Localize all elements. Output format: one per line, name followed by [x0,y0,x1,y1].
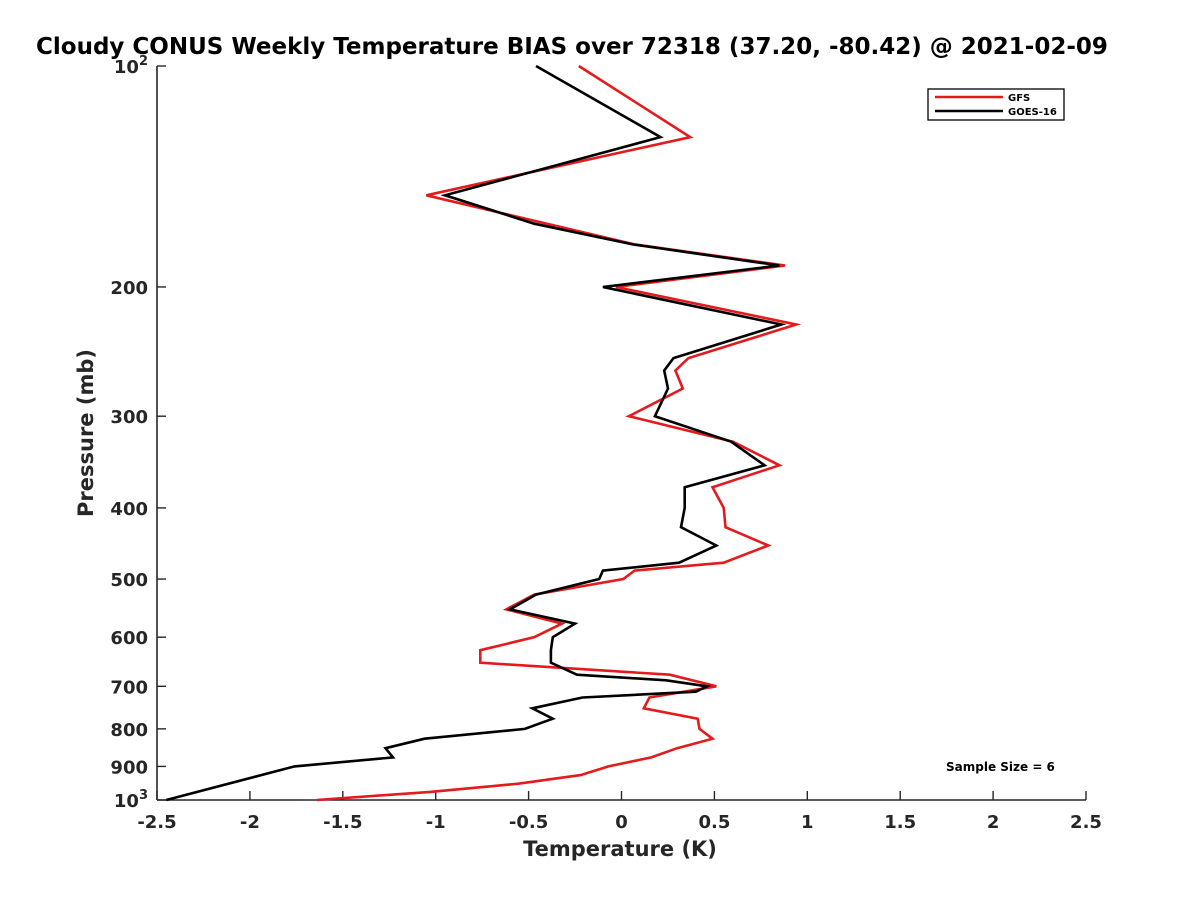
x-tick-label: -0.5 [509,812,548,833]
x-axis-label: Temperature (K) [523,837,717,861]
x-tick-label: 0.5 [698,812,730,833]
sample-size-annotation: Sample Size = 6 [946,760,1055,774]
x-tick-label: -1.5 [323,812,362,833]
x-tick-label: -1 [426,812,446,833]
x-axis: -2.5 -2 -1.5 -1 -0.5 0 0.5 1 1.5 2 2.5 [137,791,1102,833]
legend-label-goes16: GOES-16 [1008,107,1057,118]
y-tick-label: 103 [114,788,148,812]
series-layer [165,64,802,802]
x-tick-label: -2 [240,812,260,833]
legend: GFS GOES-16 [927,88,1065,121]
x-tick-label: 1.5 [884,812,916,833]
plot-axes [156,66,1086,801]
x-tick-label: 0 [615,812,628,833]
y-tick-label: 300 [110,407,148,428]
legend-label-gfs: GFS [1008,93,1030,104]
y-tick-label: 600 [110,628,148,649]
y-tick-label: 900 [110,757,148,778]
legend-box [927,88,1065,121]
y-tick-label: 200 [110,278,148,299]
y-axis: 102 200 300 400 500 600 700 800 900 103 [110,54,166,812]
y-tick-label: 800 [110,720,148,741]
y-tick-label: 400 [110,499,148,520]
x-tick-label: -2.5 [137,812,176,833]
series-line-gfs [316,64,802,802]
y-tick-label: 700 [110,677,148,698]
series-line-goes16 [165,64,787,802]
y-tick-label: 500 [110,570,148,591]
y-axis-label: Pressure (mb) [74,349,98,517]
chart-title: Cloudy CONUS Weekly Temperature BIAS ove… [36,34,1108,60]
y-tick-label: 102 [114,54,148,78]
x-tick-label: 1 [801,812,814,833]
x-tick-label: 2.5 [1070,812,1102,833]
x-tick-label: 2 [987,812,1000,833]
